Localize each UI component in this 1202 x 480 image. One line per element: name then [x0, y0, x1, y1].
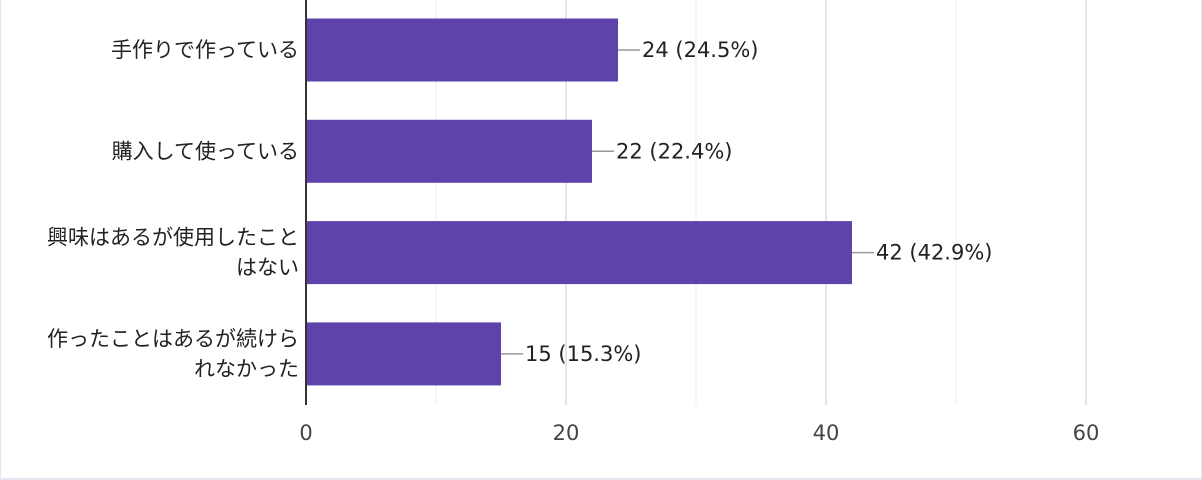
x-tick-label: 60: [1073, 421, 1100, 445]
data-label: 42 (42.9%): [876, 241, 993, 265]
data-label: 24 (24.5%): [642, 38, 759, 62]
bar: [306, 18, 618, 82]
bar: [306, 322, 501, 386]
data-label: 15 (15.3%): [525, 342, 642, 366]
data-label: 22 (22.4%): [616, 139, 733, 163]
labels: 0 20 40 60 24 (24.5%) 手作りで作っている 22 (22.4%) 購入して…: [47, 38, 1099, 445]
category-label: れなかった: [194, 357, 299, 381]
bar: [306, 221, 852, 285]
x-tick-label: 0: [299, 421, 312, 445]
x-tick-label: 40: [813, 421, 840, 445]
bar: [306, 119, 592, 183]
bars: [306, 18, 852, 386]
category-label: 購入して使っている: [112, 139, 299, 163]
category-label: 手作りで作っている: [111, 38, 299, 62]
category-label: 興味はあるが使用したこと: [47, 226, 299, 250]
category-label: はない: [236, 256, 299, 280]
x-tick-label: 20: [553, 421, 580, 445]
category-label: 作ったことはあるが続けら: [47, 327, 299, 351]
